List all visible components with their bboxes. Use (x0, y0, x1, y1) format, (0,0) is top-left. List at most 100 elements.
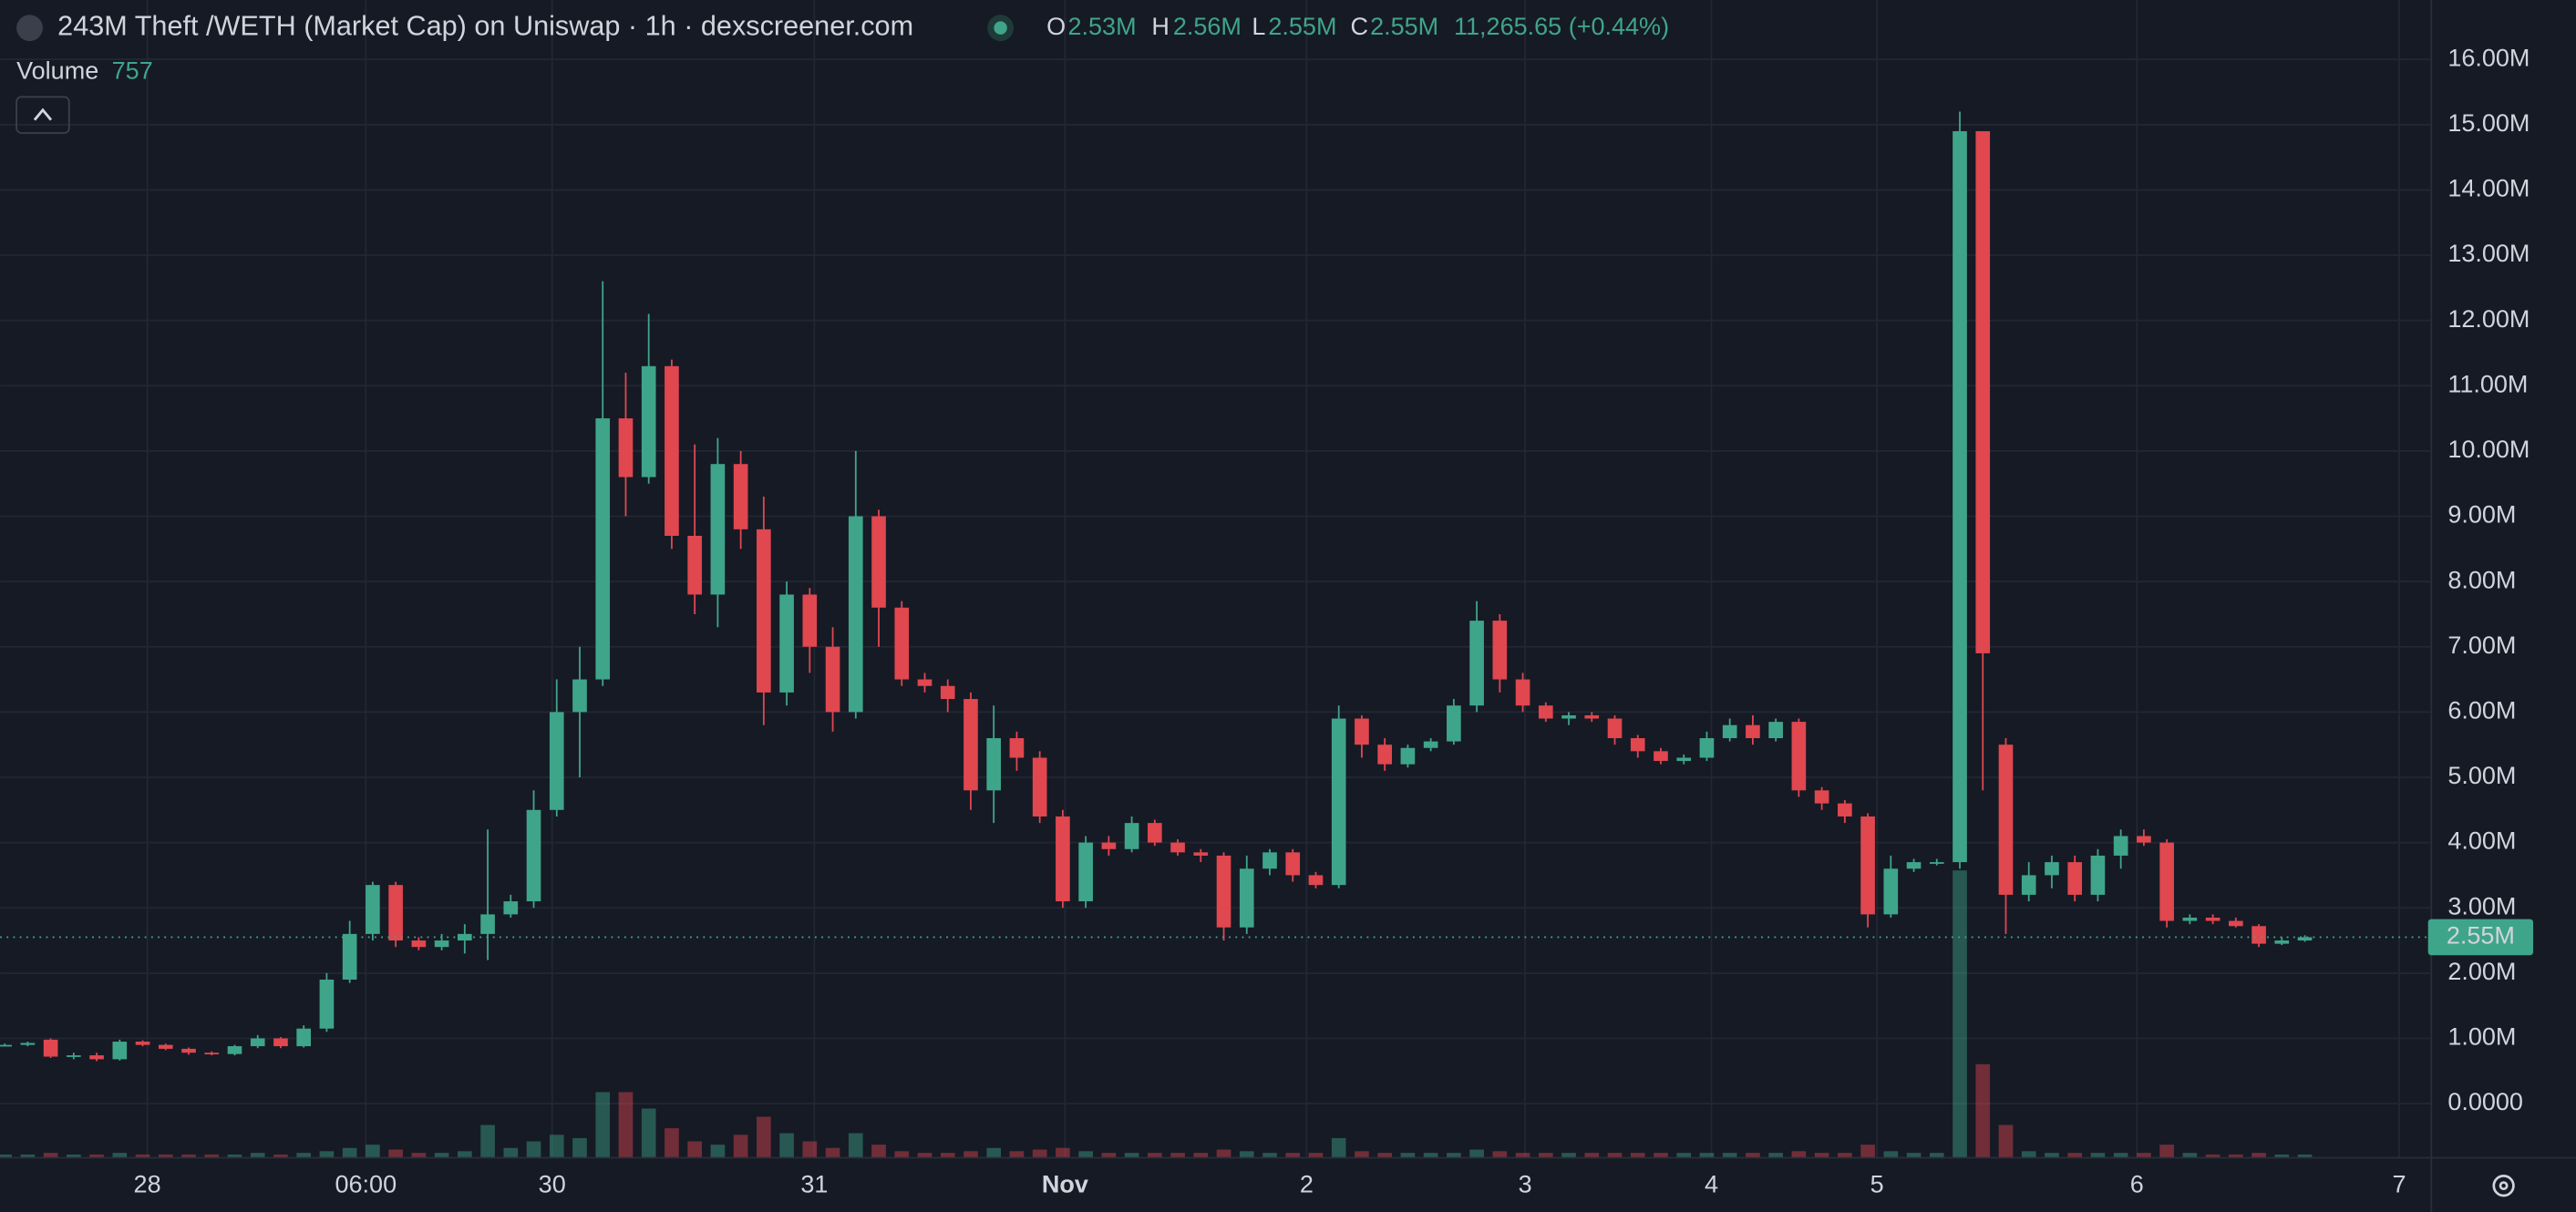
candle-body (2297, 937, 2313, 941)
y-tick-label: 9.00M (2447, 501, 2516, 529)
volume-bar (1998, 1125, 2014, 1158)
candle-body (1239, 868, 1254, 928)
volume-bar (43, 1153, 58, 1158)
x-tick-label: Nov (1042, 1170, 1088, 1197)
candle-body (2274, 940, 2290, 944)
x-tick-label: 4 (1705, 1170, 1718, 1197)
volume-bar (1469, 1149, 1484, 1158)
candle-body (665, 365, 679, 536)
candle-body (1746, 724, 1760, 739)
candle-body (135, 1042, 150, 1045)
volume-bar (250, 1153, 265, 1158)
volume-bar (641, 1108, 656, 1158)
y-tick-label: 1.00M (2447, 1023, 2516, 1051)
volume-bar (1722, 1153, 1737, 1158)
candle-body (1699, 738, 1715, 758)
volume-bar (1699, 1153, 1715, 1158)
candle-body (986, 738, 1002, 791)
volume-bar (733, 1135, 748, 1158)
volume-bar (2228, 1154, 2243, 1158)
x-tick-label: 5 (1870, 1170, 1884, 1197)
candle-body (250, 1038, 265, 1047)
candle-body (503, 901, 519, 915)
candle-body (1170, 842, 1185, 853)
volume-bar (549, 1135, 564, 1158)
candle-body (1101, 842, 1117, 849)
volume-bar (665, 1128, 679, 1158)
candle-body (1538, 705, 1553, 719)
volume-bar (2182, 1153, 2198, 1158)
x-tick-label: 06:00 (335, 1170, 397, 1197)
chart-title: 243M Theft /WETH (Market Cap) on Uniswap… (57, 11, 913, 42)
settings-icon[interactable] (2492, 1175, 2515, 1197)
candle-body (572, 679, 587, 713)
candle-body (480, 914, 495, 934)
candle-body (2182, 917, 2198, 921)
candle-body (779, 594, 794, 693)
candle-body (2021, 875, 2036, 895)
volume-bar (457, 1151, 472, 1158)
candle-body (710, 464, 726, 595)
volume-bar (1906, 1153, 1922, 1158)
x-tick-label: 6 (2130, 1170, 2144, 1197)
candle-body (1768, 722, 1783, 739)
volume-bar (1860, 1145, 1875, 1158)
candle-body (1285, 852, 1301, 876)
y-tick-label: 10.00M (2447, 436, 2530, 463)
low-value: 2.55M (1268, 13, 1336, 40)
volume-bar (1929, 1153, 1944, 1158)
candle-body (1883, 868, 1899, 915)
candle-body (0, 1044, 12, 1047)
y-tick-label: 3.00M (2447, 892, 2516, 919)
volume-bar (480, 1125, 495, 1158)
candle-body (2159, 842, 2174, 921)
y-tick-label: 0.0000 (2447, 1088, 2523, 1115)
volume-bar (1377, 1153, 1392, 1158)
volume-bar (1746, 1153, 1760, 1158)
candle-body (204, 1053, 220, 1055)
candle-body (67, 1055, 81, 1057)
candle-body (1193, 852, 1209, 856)
candle-body (1492, 621, 1508, 680)
candle-body (411, 940, 427, 948)
candle-body (1953, 130, 1967, 863)
candle-body (687, 535, 702, 595)
candle-body (2045, 862, 2059, 876)
volume-bar (319, 1151, 335, 1158)
candle-body (1056, 816, 1070, 902)
candle-body (1584, 714, 1600, 719)
volume-bar (802, 1141, 818, 1158)
candle-body (1906, 862, 1922, 869)
candle-body (1654, 751, 1668, 762)
volume-bar (1423, 1153, 1438, 1158)
candle-body (1515, 679, 1530, 706)
volume-bar (2251, 1153, 2266, 1158)
collapse-button[interactable] (15, 96, 70, 134)
grid (0, 0, 2432, 1158)
volume-bar (2090, 1153, 2106, 1158)
volume-bar (1883, 1151, 1899, 1158)
candle-body (296, 1028, 312, 1047)
volume-bar (986, 1147, 1002, 1158)
candle-body (526, 809, 541, 902)
candle-body (802, 594, 818, 647)
volume-bar (1654, 1153, 1668, 1158)
candle-body (1676, 757, 1692, 762)
volume-bar (618, 1092, 634, 1158)
candle-body (963, 699, 978, 791)
volume-bar (388, 1149, 403, 1158)
volume-bar (1124, 1153, 1139, 1158)
volume-bar (1148, 1153, 1162, 1158)
candle-body (940, 685, 955, 700)
volume-bar (503, 1147, 519, 1158)
volume-bar (411, 1153, 427, 1158)
candle-body (1377, 745, 1392, 765)
candle-body (1148, 823, 1162, 843)
volume-bar (1953, 870, 1967, 1158)
volume-bar (1009, 1151, 1025, 1158)
close-value: 2.55M (1370, 13, 1438, 40)
candle-body (1607, 718, 1623, 739)
volume-bar (1239, 1151, 1254, 1158)
volume-bar (0, 1154, 12, 1158)
open-value: 2.53M (1068, 13, 1137, 40)
